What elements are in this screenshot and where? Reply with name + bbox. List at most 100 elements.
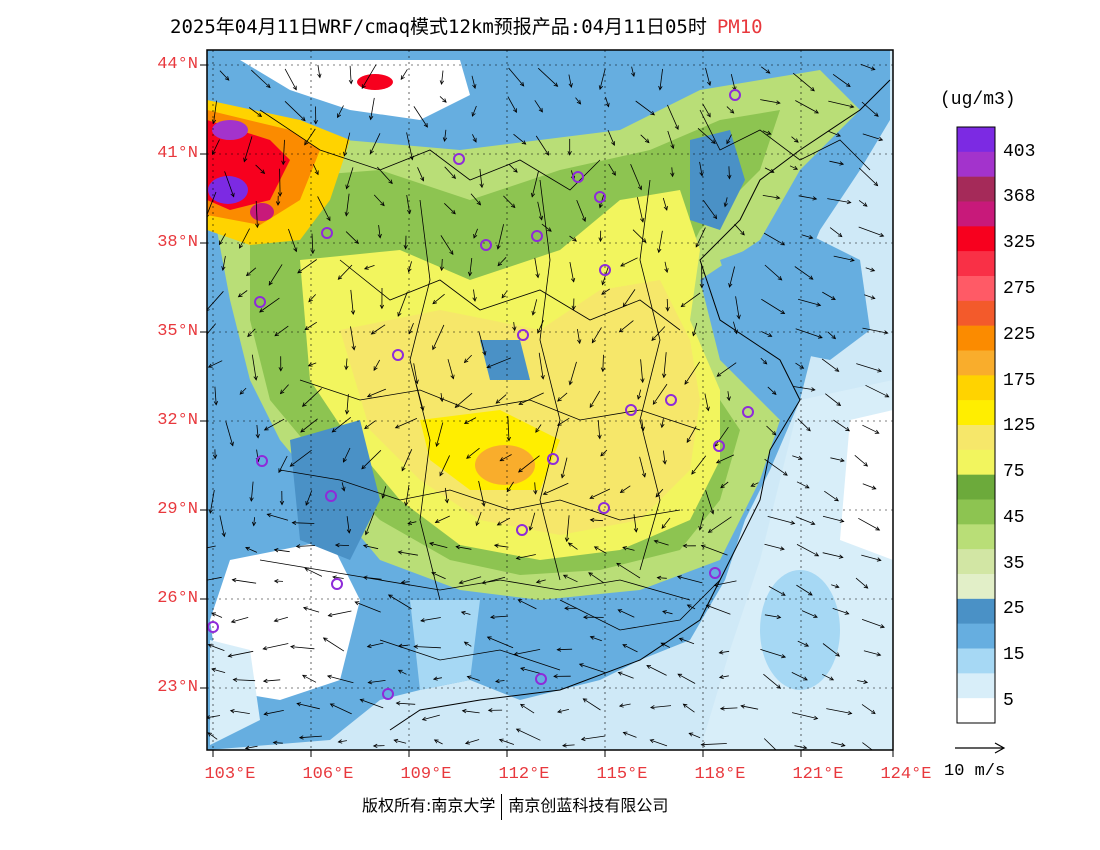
wind-arrow	[822, 643, 840, 657]
wind-arrow	[655, 488, 664, 498]
copyright-company: 南京创蓝科技有限公司	[508, 796, 669, 815]
wind-arrow-head	[434, 519, 440, 523]
wind-arrow-head	[802, 745, 808, 750]
wind-arrow-head	[661, 524, 666, 529]
wind-arrow	[618, 609, 635, 618]
wind-arrow	[733, 321, 738, 334]
wind-arrow-head	[432, 299, 437, 305]
wind-arrow-head	[301, 402, 307, 407]
wind-arrow-head	[700, 742, 706, 747]
wind-arrow-head	[439, 80, 445, 85]
wind-arrow	[590, 636, 602, 642]
wind-arrow	[219, 70, 230, 81]
wind-arrow	[760, 357, 767, 365]
wind-arrow	[472, 105, 477, 117]
wind-arrow-head	[863, 679, 869, 684]
wind-arrow	[589, 390, 601, 408]
wind-arrow	[616, 562, 641, 579]
wind-arrow	[646, 665, 667, 676]
wind-arrow	[865, 384, 889, 398]
wind-arrow-head	[553, 82, 559, 87]
colorbar-swatch	[957, 350, 995, 376]
wind-arrow	[801, 234, 813, 239]
city-marker	[572, 171, 584, 183]
wind-arrow	[720, 481, 729, 489]
wind-arrow-head	[268, 280, 273, 286]
wind-arrow-head	[337, 739, 343, 744]
wind-arrow	[245, 745, 258, 749]
wind-arrow	[413, 363, 418, 384]
wind-arrow	[495, 680, 505, 682]
wind-arrow-head	[450, 374, 455, 380]
wind-arrow	[346, 167, 354, 189]
city-marker	[453, 153, 465, 165]
wind-arrow	[284, 101, 306, 121]
wind-arrow-head	[780, 241, 786, 246]
wind-arrow-head	[414, 379, 419, 385]
copyright: 版权所有:南京大学 南京创蓝科技有限公司	[362, 792, 668, 820]
wind-arrow-head	[831, 295, 836, 300]
wind-arrow	[720, 707, 738, 710]
wind-arrow-head	[674, 125, 679, 131]
wind-arrow	[508, 67, 525, 87]
wind-arrow-head	[665, 306, 670, 312]
wind-arrow	[398, 669, 407, 675]
wind-arrow	[259, 297, 280, 313]
wind-arrow-head	[771, 390, 777, 396]
wind-arrow-head	[769, 168, 775, 173]
wind-arrow	[288, 228, 297, 252]
wind-arrow	[702, 103, 711, 118]
wind-arrow-head	[557, 709, 562, 714]
wind-arrow	[435, 515, 450, 523]
wind-arrow	[398, 644, 409, 647]
wind-arrow-head	[275, 201, 281, 206]
wind-arrow	[862, 133, 883, 141]
wind-arrow	[231, 617, 249, 623]
wind-arrow-head	[775, 195, 781, 200]
wind-arrow	[764, 264, 782, 281]
wind-arrow-head	[513, 168, 518, 173]
wind-arrow	[219, 233, 226, 245]
wind-arrow-head	[620, 262, 625, 267]
wind-arrow	[317, 64, 321, 78]
wind-arrow	[247, 328, 256, 337]
colorbar-swatch	[957, 474, 995, 500]
wind-arrow-head	[463, 420, 469, 424]
wind-arrow-head	[644, 138, 650, 144]
wind-arrow	[444, 166, 456, 179]
wind-arrow	[541, 223, 552, 232]
wind-arrow-head	[362, 544, 368, 549]
wind-arrow-head	[406, 209, 412, 215]
wind-arrow-head	[538, 215, 544, 221]
wind-arrow	[302, 388, 322, 407]
wind-arrow-head	[622, 644, 627, 649]
wind-arrow-head	[518, 401, 524, 405]
wind-arrow-head	[567, 542, 573, 547]
wind-arrow-head	[706, 112, 711, 118]
wind-arrow	[569, 235, 577, 242]
wind-arrow-head	[329, 703, 335, 708]
wind-arrow-head	[471, 112, 476, 117]
wind-arrow	[327, 675, 354, 684]
wind-arrow-head	[496, 244, 501, 250]
wind-arrow-head	[640, 426, 645, 432]
wind-arrow	[377, 166, 393, 184]
lat-label-29: 29°N	[157, 500, 198, 519]
wind-arrow	[497, 257, 507, 266]
wind-arrow-head	[817, 334, 823, 339]
wind-arrow-head	[266, 83, 271, 89]
wind-arrow	[239, 228, 250, 249]
wind-arrow	[230, 710, 250, 714]
lon-label-121: 121°E	[792, 765, 844, 784]
wind-arrow	[661, 517, 671, 529]
wind-arrow	[312, 164, 319, 175]
wind-arrow-head	[879, 232, 885, 237]
wind-arrow-head	[640, 378, 645, 384]
wind-arrow	[821, 358, 839, 372]
wind-arrow	[858, 517, 880, 531]
wind-arrow-head	[429, 541, 434, 547]
wind-arrow	[640, 134, 650, 143]
wind-arrow	[513, 322, 516, 331]
wind-arrow	[299, 735, 322, 739]
wind-arrow-head	[379, 304, 385, 310]
